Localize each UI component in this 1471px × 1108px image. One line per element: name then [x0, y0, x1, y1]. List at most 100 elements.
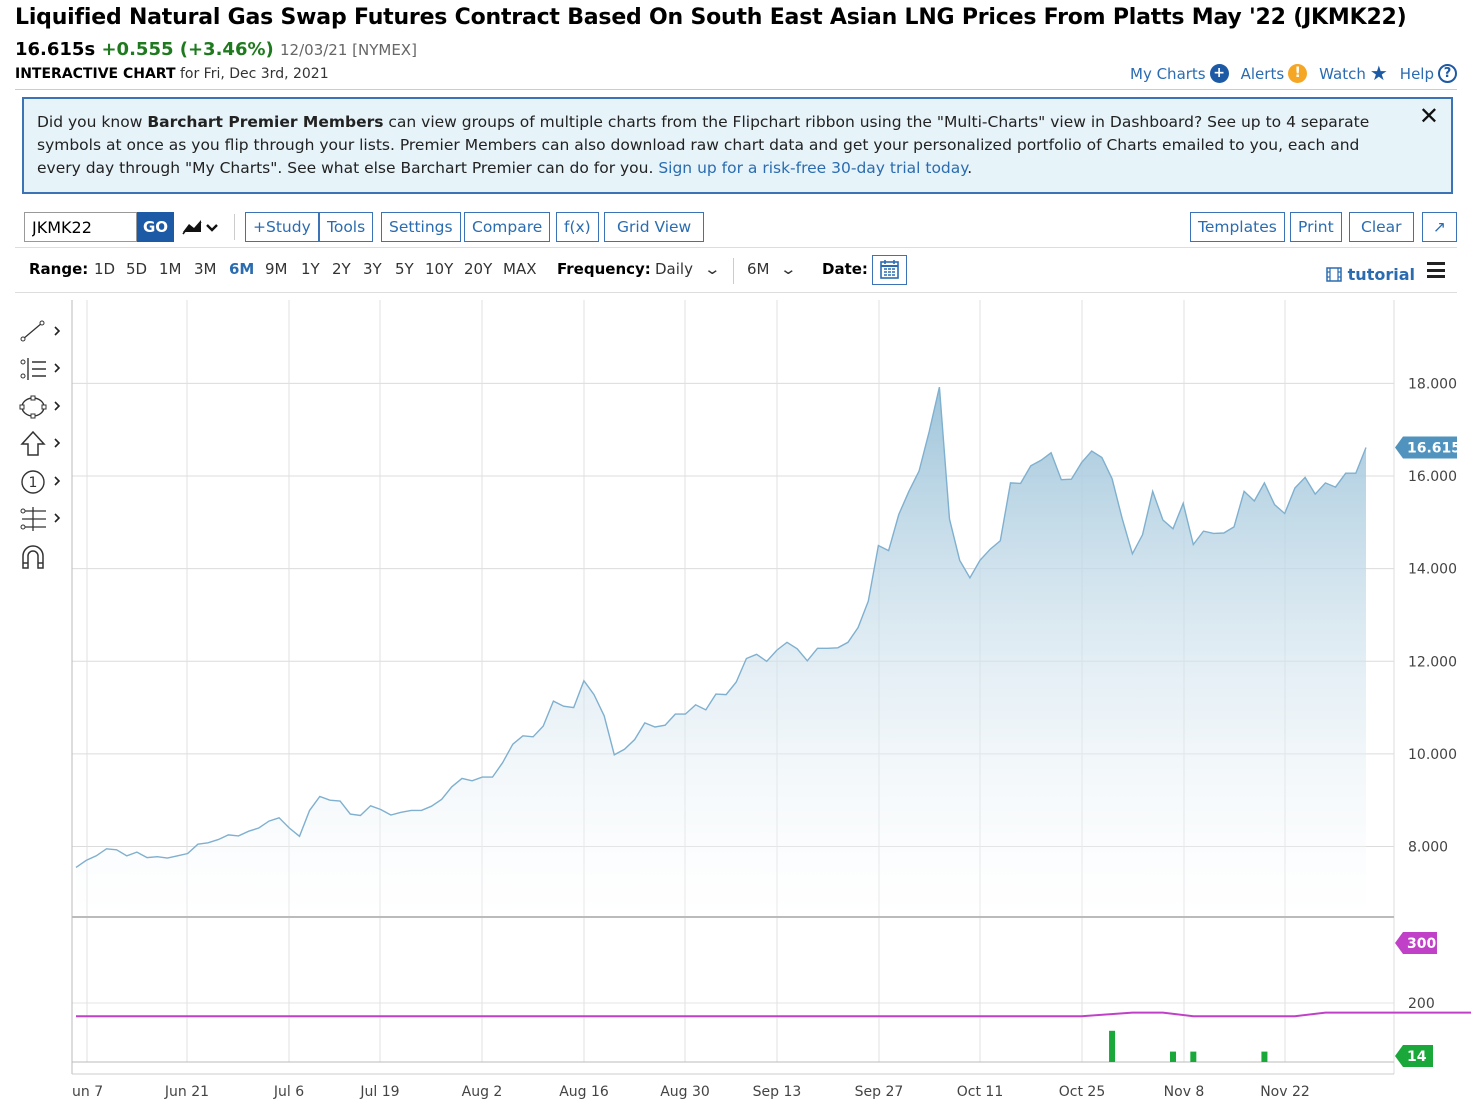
last-price-tag-shape — [1395, 436, 1457, 459]
range-2y[interactable]: 2Y — [332, 260, 351, 278]
last-value-tags: 16.615 300 14 — [1395, 436, 1461, 1067]
watch-label: Watch — [1319, 64, 1366, 83]
svg-text:1: 1 — [29, 475, 38, 491]
range-1m[interactable]: 1M — [159, 260, 182, 278]
banner-bold: Barchart Premier Members — [147, 113, 384, 131]
top-links: My Charts + Alerts! Watch ★ Help? — [1130, 61, 1457, 85]
page-title: Liquified Natural Gas Swap Futures Contr… — [15, 5, 1407, 30]
tools-button[interactable]: Tools — [319, 212, 374, 242]
x-axis-labels: un 7 Jun 21 Jul 6 Jul 19 Aug 2 Aug 16 Aug 30 Se… — [72, 1084, 1310, 1100]
range-1y[interactable]: 1Y — [301, 260, 320, 278]
price-area-fill — [76, 387, 1366, 917]
frequency-label: Frequency: — [557, 260, 651, 278]
range-5y[interactable]: 5Y — [395, 260, 414, 278]
fib-tool-icon[interactable] — [18, 355, 66, 383]
magnet-icon[interactable] — [18, 543, 66, 571]
header-divider — [15, 89, 1457, 90]
frequency-dropdown[interactable]: Daily ⌄ — [655, 260, 721, 278]
time-axis-label: Aug 16 — [559, 1084, 609, 1100]
time-axis-label: Nov 8 — [1164, 1084, 1205, 1100]
help-icon: ? — [1438, 64, 1457, 83]
range-3m[interactable]: 3M — [194, 260, 217, 278]
period-dropdown[interactable]: 6M ⌄ — [747, 260, 798, 278]
y-axis-labels: 8.000 10.000 12.000 14.000 16.000 18.000 200 — [1408, 376, 1457, 1012]
clear-button[interactable]: Clear — [1349, 212, 1414, 242]
time-axis-label: Jul 6 — [273, 1084, 304, 1100]
expand-icon[interactable]: ↗ — [1422, 212, 1457, 242]
help-label: Help — [1399, 64, 1434, 83]
alert-icon: ! — [1288, 64, 1308, 83]
help-link[interactable]: Help? — [1400, 64, 1457, 83]
quote-date-exchange: 12/03/21 [NYMEX] — [280, 41, 417, 59]
calendar-button[interactable] — [872, 255, 907, 285]
close-icon[interactable]: ✕ — [1418, 102, 1439, 130]
range-20y[interactable]: 20Y — [464, 260, 493, 278]
tutorial-label: tutorial — [1347, 265, 1415, 284]
volume-layer — [1109, 1030, 1268, 1062]
time-axis-label: Jul 19 — [359, 1084, 399, 1100]
compare-button[interactable]: Compare — [464, 212, 551, 242]
price-axis-label: 8.000 — [1408, 840, 1448, 856]
open-interest-line — [76, 1011, 1471, 1018]
pitchfork-tool-icon[interactable] — [18, 505, 66, 533]
range-10y[interactable]: 10Y — [425, 260, 454, 278]
time-axis-label: Sep 27 — [855, 1084, 904, 1100]
range-1d[interactable]: 1D — [94, 260, 116, 278]
grid-view-button[interactable]: Grid View — [604, 212, 705, 242]
interactive-chart-label: INTERACTIVE CHART — [15, 66, 176, 82]
shape-tool-icon[interactable] — [18, 393, 66, 421]
chevron-down-icon: ⌄ — [779, 260, 798, 278]
volume-tag-label: 14 — [1407, 1049, 1427, 1065]
open-interest-tag-shape — [1395, 932, 1437, 954]
time-axis-label: Sep 13 — [753, 1084, 802, 1100]
time-axis-label: Jun 21 — [164, 1084, 209, 1100]
calendar-icon — [880, 260, 899, 279]
go-button[interactable]: GO — [137, 212, 174, 242]
arrow-tool-icon[interactable] — [18, 430, 66, 458]
banner-text-2: can view groups of multiple charts from … — [37, 113, 1370, 177]
volume-bar — [1190, 1051, 1197, 1062]
study-button[interactable]: +Study — [245, 212, 319, 242]
time-axis-label: Aug 2 — [462, 1084, 503, 1100]
price-axis-label: 16.000 — [1408, 469, 1457, 485]
alerts-link[interactable]: Alerts! — [1241, 64, 1308, 83]
watch-link[interactable]: Watch ★ — [1319, 61, 1388, 85]
rangebar-separator — [733, 258, 734, 284]
banner-signup-link[interactable]: Sign up for a risk-free 30-day trial tod… — [658, 159, 968, 177]
premier-banner: Did you know Barchart Premier Members ca… — [22, 97, 1453, 194]
my-charts-label: My Charts — [1130, 64, 1206, 83]
my-charts-link[interactable]: My Charts + — [1130, 64, 1229, 83]
volume-tag-shape — [1395, 1045, 1433, 1067]
range-5d[interactable]: 5D — [126, 260, 148, 278]
symbol-input[interactable] — [24, 212, 137, 242]
last-price: 16.615s — [15, 39, 96, 60]
range-3y[interactable]: 3Y — [363, 260, 382, 278]
plus-icon: + — [1209, 64, 1229, 83]
open-interest-axis-label: 200 — [1408, 996, 1435, 1012]
toolbar-separator — [234, 214, 235, 240]
hamburger-menu-icon[interactable] — [1427, 262, 1445, 278]
chart-subhead: INTERACTIVE CHART for Fri, Dec 3rd, 2021 — [15, 66, 329, 82]
time-axis-label: Aug 30 — [660, 1084, 710, 1100]
star-icon: ★ — [1369, 61, 1388, 85]
chevron-down-icon: ⌄ — [703, 260, 721, 278]
fx-button[interactable]: f(x) — [556, 212, 599, 242]
range-max[interactable]: MAX — [503, 260, 537, 278]
range-label: Range: — [29, 260, 89, 278]
date-label: Date: — [822, 260, 868, 278]
volume-bar — [1261, 1051, 1268, 1062]
number-tool-icon[interactable]: 1 — [18, 468, 66, 496]
price-change: +0.555 (+3.46%) — [101, 39, 274, 60]
range-6m[interactable]: 6M — [229, 260, 255, 278]
tutorial-link[interactable]: tutorial — [1325, 265, 1415, 284]
range-9m[interactable]: 9M — [265, 260, 288, 278]
price-axis-label: 18.000 — [1408, 376, 1457, 392]
line-tool-icon[interactable] — [18, 318, 66, 346]
print-button[interactable]: Print — [1290, 212, 1342, 242]
chart-type-icon[interactable] — [182, 216, 222, 238]
settings-button[interactable]: Settings — [381, 212, 461, 242]
price-axis-label: 14.000 — [1408, 562, 1457, 578]
templates-button[interactable]: Templates — [1190, 212, 1285, 242]
frequency-value: Daily — [655, 260, 693, 278]
